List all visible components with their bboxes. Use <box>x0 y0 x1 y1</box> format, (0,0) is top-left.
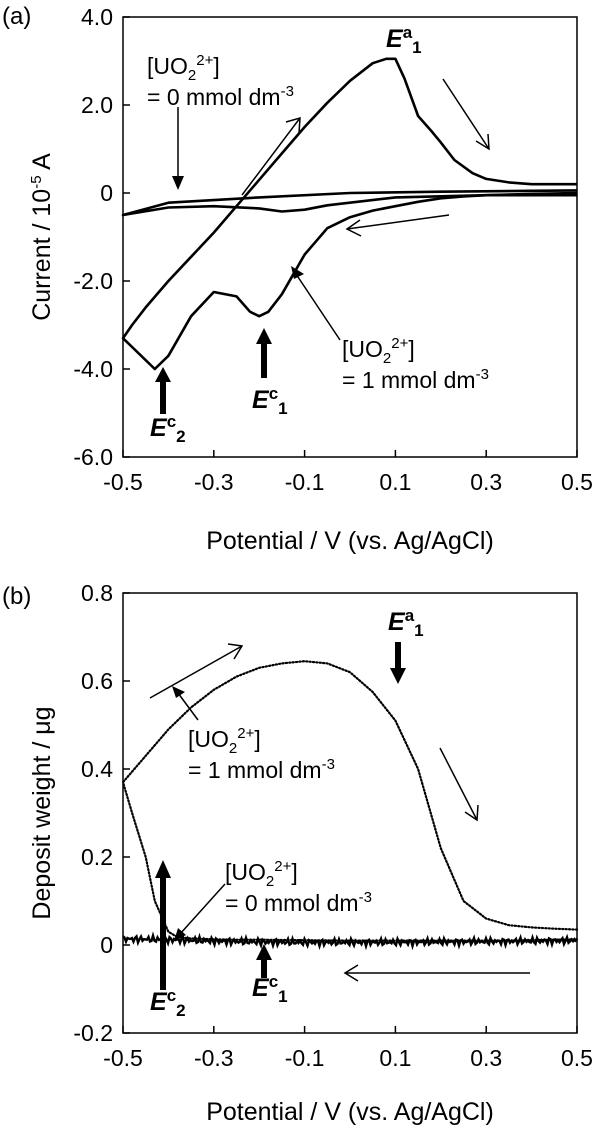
pointer-arrowhead-0-a <box>172 176 184 190</box>
x-ticks-b: -0.5 -0.3 -0.1 0.1 0.3 0.5 <box>103 1026 593 1071</box>
y-ticks-b: 0.8 0.6 0.4 0.2 0 -0.2 <box>73 580 130 1046</box>
plot-frame-b <box>122 592 578 1034</box>
label-ec1-a: Ec1 <box>252 384 288 418</box>
pointer-arrow-0-b <box>179 883 226 935</box>
x-ticks-a: -0.5 -0.3 -0.1 0.1 0.3 0.5 <box>103 450 593 495</box>
y-tick-label: 0.4 <box>81 756 113 782</box>
x-tick-label: 0.1 <box>379 1045 411 1071</box>
series-b <box>121 660 579 951</box>
peak-arrow-ec1-b <box>256 944 272 978</box>
series-line-0mM <box>121 189 578 217</box>
x-tick-label: -0.5 <box>103 469 143 495</box>
pointer-arrowhead-0-b <box>174 928 186 941</box>
y-tick-label: -0.2 <box>73 1020 113 1046</box>
x-tick-label: 0.5 <box>561 1045 593 1071</box>
series-a <box>121 57 578 371</box>
panel-b: 0.80.60.40.20-0.2 -0.5 -0.3 -0.1 0.1 0.3 0.5 … <box>28 580 593 1126</box>
y-axis-title-a: Current / 10-5 A <box>28 153 56 321</box>
label-ea1-a: Ea1 <box>386 23 422 57</box>
label-ea1-b: Ea1 <box>388 606 424 640</box>
label-ec1-b: Ec1 <box>252 972 288 1006</box>
peak-arrow-ec2-b <box>155 860 171 990</box>
x-tick-label: 0.3 <box>470 469 502 495</box>
x-tick-label: 0.1 <box>379 469 411 495</box>
conc-label-1-a: [UO22+] <box>342 335 415 367</box>
series-line-1mM <box>121 57 578 371</box>
conc-value-1-a: = 1 mmol dm-3 <box>342 366 489 393</box>
x-tick-label: -0.1 <box>285 469 325 495</box>
conc-label-0-b: [UO22+] <box>225 858 298 890</box>
x-axis-title-b: Potential / V (vs. Ag/AgCl) <box>206 1098 494 1126</box>
label-ec2-b: Ec2 <box>150 986 186 1020</box>
scan-arrow-up-a <box>241 116 301 196</box>
peak-arrow-ea1-b <box>390 642 406 684</box>
panel-label-a: (a) <box>2 3 31 30</box>
y-tick-label: 0 <box>100 180 113 206</box>
x-tick-label: 0.5 <box>561 469 593 495</box>
x-tick-label: -0.1 <box>285 1045 325 1071</box>
scan-arrow-down-a <box>442 78 490 151</box>
plot-frame-a <box>122 16 578 458</box>
x-tick-label: 0.3 <box>470 1045 502 1071</box>
label-ec2-a: Ec2 <box>150 412 186 446</box>
y-tick-label: 0.6 <box>81 668 113 694</box>
scan-arrow-down-b <box>439 747 479 822</box>
y-tick-label: -6.0 <box>73 444 113 470</box>
x-axis-title-a: Potential / V (vs. Ag/AgCl) <box>206 527 494 555</box>
conc-value-0-b: = 0 mmol dm-3 <box>225 889 372 916</box>
conc-value-0-a: = 0 mmol dm-3 <box>147 83 294 110</box>
panel-label-b: (b) <box>2 583 31 610</box>
peak-arrow-ec1-a <box>256 328 272 378</box>
x-tick-label: -0.5 <box>103 1045 143 1071</box>
y-tick-label: 2.0 <box>81 92 113 118</box>
y-tick-label: -4.0 <box>73 356 113 382</box>
scan-arrow-up-b <box>149 643 244 699</box>
y-tick-label: 0 <box>100 932 113 958</box>
y-tick-label: -2.0 <box>73 268 113 294</box>
pointer-arrowhead-1-b <box>172 686 185 698</box>
scan-arrow-left-a <box>345 214 450 237</box>
x-tick-label: -0.3 <box>194 1045 234 1071</box>
x-tick-label: -0.3 <box>194 469 234 495</box>
y-axis-title-b: Deposit weight / μg <box>28 706 56 919</box>
pointer-arrow-1-a <box>295 273 341 341</box>
panel-a: 4.0 2.0 0 -2.0 -4.0 -6.0 -0.5 -0.3 -0.1 0.1 0.3 0.… <box>28 4 593 555</box>
y-tick-label: 0.2 <box>81 844 113 870</box>
conc-label-1-b: [UO22+] <box>188 725 261 757</box>
y-tick-label: 4.0 <box>81 4 113 30</box>
peak-arrow-ec2-a <box>155 367 171 414</box>
pointer-arrowhead-1-a <box>291 266 304 279</box>
series-line-0mM <box>122 931 578 951</box>
scan-arrow-left-b <box>343 964 530 982</box>
pointer-arrow-1-b <box>177 692 199 721</box>
y-tick-label: 0.8 <box>81 580 113 606</box>
conc-value-1-b: = 1 mmol dm-3 <box>188 756 335 783</box>
y-ticks-a: 4.0 2.0 0 -2.0 -4.0 -6.0 <box>73 4 130 470</box>
conc-label-0-a: [UO22+] <box>147 52 220 84</box>
